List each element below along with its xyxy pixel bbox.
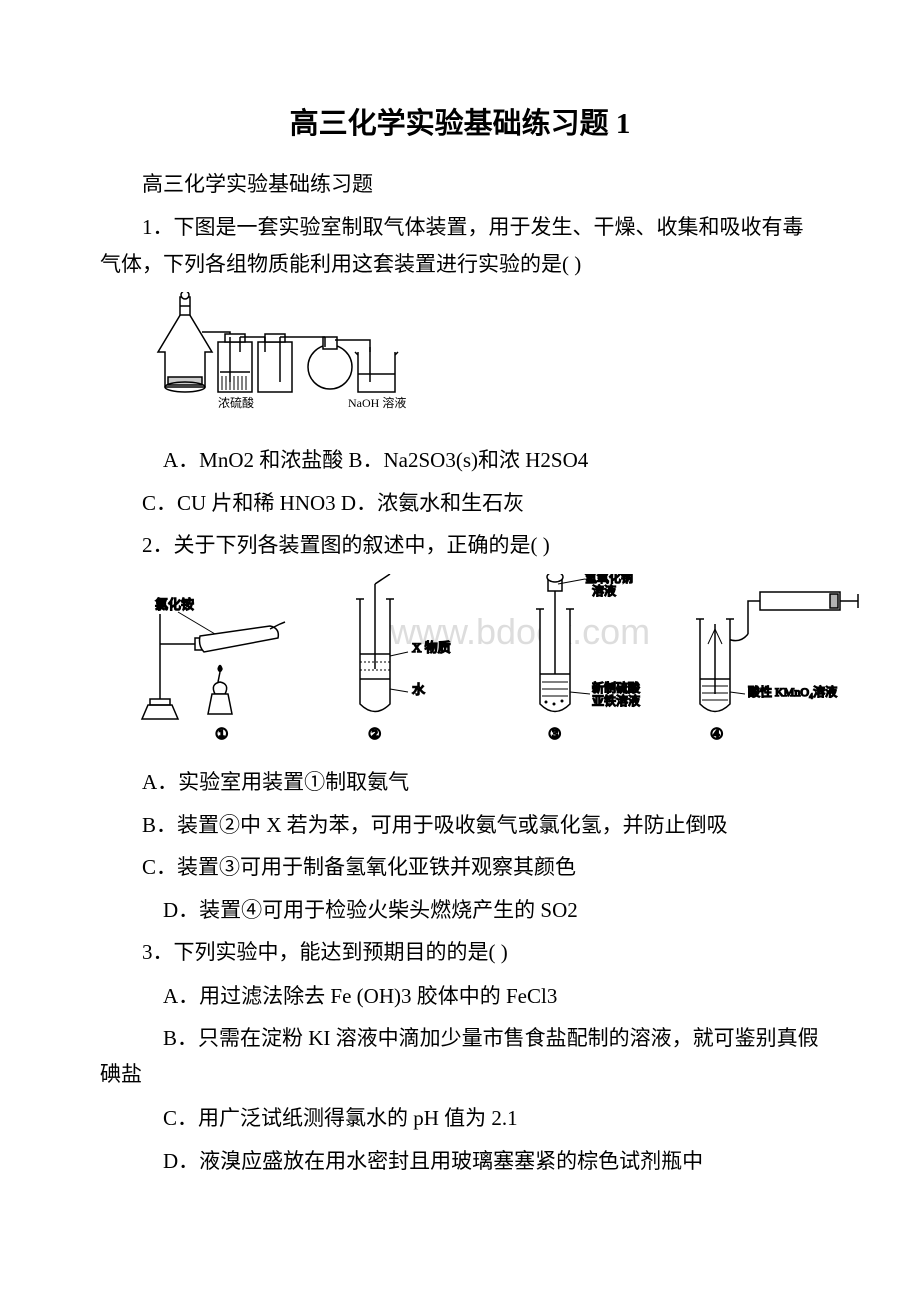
svg-text:水: 水	[412, 682, 425, 697]
q3-opt-a: A．用过滤法除去 Fe (OH)3 胶体中的 FeCl3	[100, 977, 820, 1016]
svg-text:氯化铵: 氯化铵	[155, 597, 194, 612]
q2-opt-d: D．装置④可用于检验火柴头燃烧产生的 SO2	[100, 891, 820, 930]
svg-text:④: ④	[710, 727, 723, 743]
svg-text:①: ①	[215, 727, 228, 743]
svg-text:氢氧化钠溶液: 氢氧化钠溶液	[585, 574, 633, 598]
svg-text:X 物质: X 物质	[412, 640, 451, 655]
svg-text:②: ②	[368, 727, 381, 743]
subtitle: 高三化学实验基础练习题	[100, 166, 820, 203]
q3-opt-c: C．用广泛试纸测得氯水的 pH 值为 2.1	[100, 1099, 820, 1138]
q2-stem: 2．关于下列各装置图的叙述中，正确的是( )	[100, 527, 820, 564]
q1-stem: 1．下图是一套实验室制取气体装置，用于发生、干燥、收集和吸收有毒气体，下列各组物…	[100, 209, 820, 283]
q1-figure: 浓硫酸 NaOH 溶液	[140, 292, 820, 427]
q3-opt-b: B．只需在淀粉 KI 溶液中滴加少量市售食盐配制的溶液，就可鉴别真假碘盐	[100, 1020, 820, 1094]
fig1-label-1: 浓硫酸	[218, 395, 254, 410]
svg-text:酸性 KMnO₄溶液: 酸性 KMnO₄溶液	[748, 684, 837, 699]
q2-opt-b: B．装置②中 X 若为苯，可用于吸收氨气或氯化氢，并防止倒吸	[100, 806, 820, 845]
page-title: 高三化学实验基础练习题 1	[100, 100, 820, 142]
fig1-label-2: NaOH 溶液	[348, 395, 406, 410]
svg-text:③: ③	[548, 727, 561, 743]
q3-opt-d: D．液溴应盛放在用水密封且用玻璃塞塞紧的棕色试剂瓶中	[100, 1142, 820, 1181]
q3-stem: 3．下列实验中，能达到预期目的的是( )	[100, 934, 820, 971]
q1-opt-ab: A．MnO2 和浓盐酸 B．Na2SO3(s)和浓 H2SO4	[100, 441, 820, 480]
svg-text:新制硫酸亚铁溶液: 新制硫酸亚铁溶液	[592, 680, 640, 708]
q1-opt-cd: C．CU 片和稀 HNO3 D．浓氨水和生石灰	[100, 484, 820, 523]
q2-opt-a: A．实验室用装置①制取氨气	[100, 763, 820, 802]
q2-figure: www.bdocx.com 氯化铵 ①	[140, 574, 820, 749]
q2-opt-c: C．装置③可用于制备氢氧化亚铁并观察其颜色	[100, 848, 820, 887]
